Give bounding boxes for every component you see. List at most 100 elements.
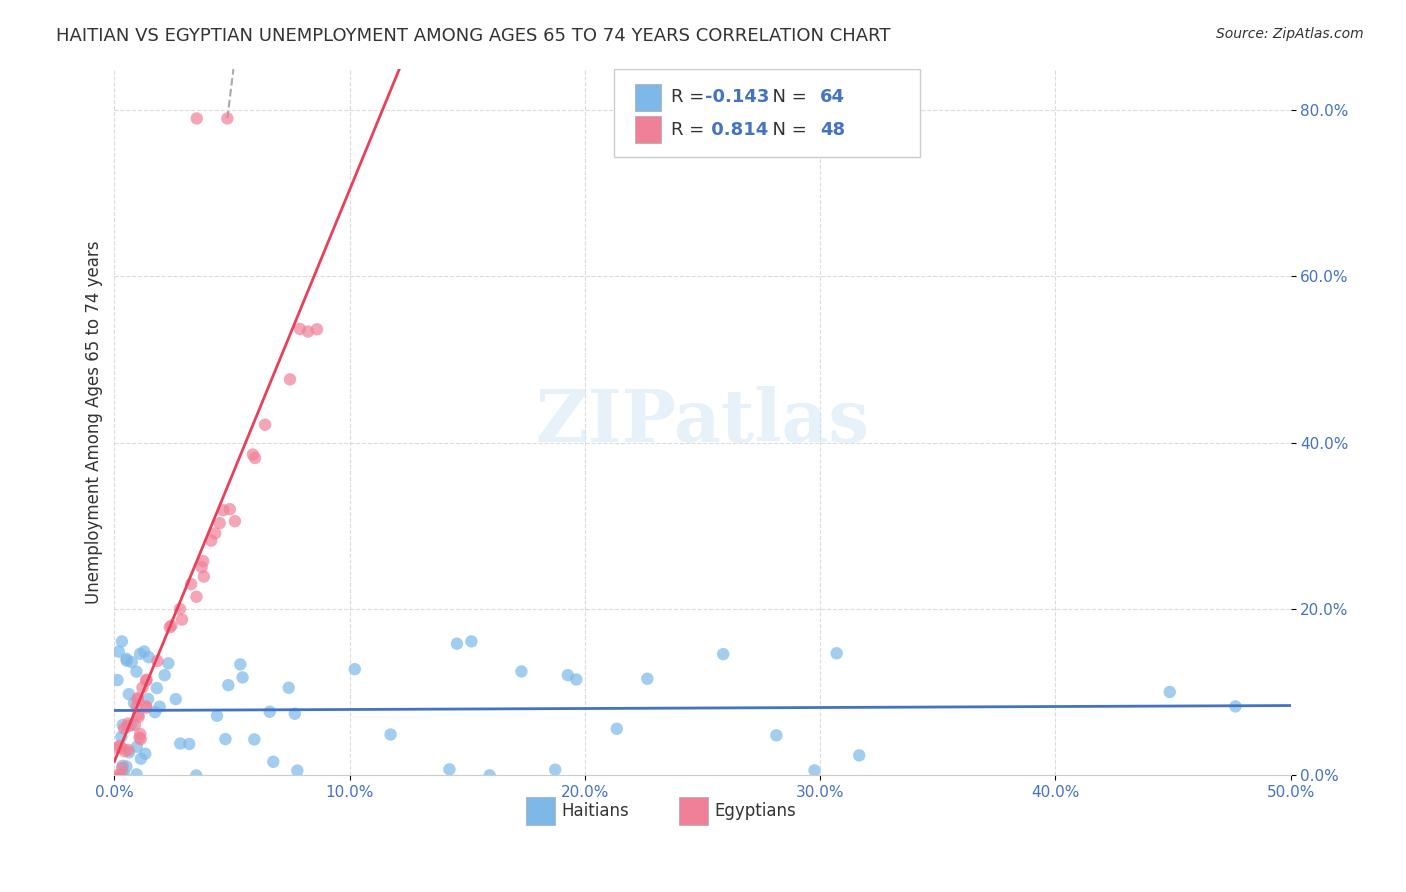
Point bbox=[118, 745, 141, 759]
Point bbox=[125, 767, 148, 781]
Point bbox=[135, 673, 157, 687]
Point bbox=[135, 673, 157, 688]
Point bbox=[1159, 685, 1181, 699]
Point bbox=[636, 672, 658, 686]
Point bbox=[111, 759, 134, 773]
Text: 0.814: 0.814 bbox=[704, 121, 768, 139]
Point bbox=[111, 634, 134, 648]
Point bbox=[122, 696, 145, 710]
Point bbox=[297, 325, 319, 339]
Point bbox=[544, 763, 567, 777]
Point bbox=[278, 372, 301, 386]
Point bbox=[169, 602, 191, 616]
Text: 48: 48 bbox=[820, 121, 845, 139]
Point bbox=[212, 503, 235, 517]
Point bbox=[254, 417, 277, 432]
Text: ZIPatlas: ZIPatlas bbox=[536, 386, 869, 458]
Text: Haitians: Haitians bbox=[561, 802, 628, 820]
Text: 64: 64 bbox=[820, 87, 845, 106]
Point bbox=[765, 728, 787, 742]
Point bbox=[146, 681, 169, 695]
Point bbox=[120, 718, 142, 732]
Point bbox=[121, 655, 143, 669]
Point bbox=[284, 706, 307, 721]
Point bbox=[131, 681, 153, 695]
Bar bbox=[679, 797, 709, 825]
Point bbox=[127, 692, 149, 706]
Point bbox=[179, 737, 201, 751]
Point bbox=[135, 700, 157, 714]
Point bbox=[105, 768, 128, 782]
Point bbox=[825, 646, 848, 660]
Point bbox=[134, 644, 156, 658]
Point bbox=[111, 718, 134, 732]
Point bbox=[439, 763, 461, 777]
Text: R =: R = bbox=[671, 121, 710, 139]
Point bbox=[243, 732, 266, 747]
Point bbox=[115, 759, 138, 773]
Point bbox=[277, 681, 299, 695]
Bar bbox=[526, 797, 555, 825]
Point bbox=[115, 652, 138, 666]
Point bbox=[565, 673, 588, 687]
Point bbox=[1225, 699, 1247, 714]
Point bbox=[136, 692, 159, 706]
Point bbox=[217, 678, 239, 692]
Point bbox=[288, 322, 311, 336]
Point bbox=[224, 514, 246, 528]
Point bbox=[128, 731, 150, 745]
Point bbox=[190, 560, 212, 574]
Point bbox=[380, 727, 402, 741]
Point bbox=[169, 737, 191, 751]
Point bbox=[107, 644, 129, 658]
Point bbox=[259, 705, 281, 719]
Point bbox=[170, 613, 193, 627]
Point bbox=[117, 743, 139, 757]
Point bbox=[186, 590, 208, 604]
Point bbox=[124, 718, 146, 732]
Point bbox=[711, 647, 734, 661]
Y-axis label: Unemployment Among Ages 65 to 74 years: Unemployment Among Ages 65 to 74 years bbox=[86, 240, 103, 604]
Point bbox=[117, 719, 139, 733]
Point bbox=[129, 752, 152, 766]
Point bbox=[134, 747, 156, 761]
Point bbox=[138, 650, 160, 665]
Point bbox=[114, 744, 136, 758]
Point bbox=[446, 637, 468, 651]
Point bbox=[128, 710, 150, 724]
Point bbox=[200, 533, 222, 548]
Point bbox=[205, 708, 228, 723]
Point bbox=[460, 634, 482, 648]
Point bbox=[208, 516, 231, 530]
Point bbox=[262, 755, 284, 769]
Point bbox=[125, 739, 148, 754]
Point bbox=[193, 569, 215, 583]
Point bbox=[217, 112, 239, 126]
Point bbox=[146, 654, 169, 668]
Point bbox=[127, 707, 149, 722]
Point bbox=[243, 450, 266, 465]
Point bbox=[218, 502, 240, 516]
Point bbox=[125, 665, 148, 679]
Point bbox=[129, 727, 152, 741]
Point bbox=[112, 722, 135, 736]
Point bbox=[180, 577, 202, 591]
Point bbox=[108, 768, 131, 782]
Point bbox=[232, 670, 254, 684]
Point bbox=[305, 322, 328, 336]
Point bbox=[343, 662, 366, 676]
Point bbox=[143, 705, 166, 719]
Point bbox=[111, 761, 134, 775]
Point bbox=[108, 739, 131, 753]
Point bbox=[125, 699, 148, 714]
Point bbox=[118, 687, 141, 701]
Point bbox=[160, 618, 183, 632]
Point bbox=[204, 526, 226, 541]
Text: Egyptians: Egyptians bbox=[714, 802, 796, 820]
Point bbox=[193, 554, 215, 568]
Point bbox=[478, 768, 501, 782]
Text: N =: N = bbox=[761, 87, 813, 106]
Point bbox=[135, 699, 157, 714]
Point bbox=[112, 766, 135, 780]
Point bbox=[107, 673, 129, 687]
